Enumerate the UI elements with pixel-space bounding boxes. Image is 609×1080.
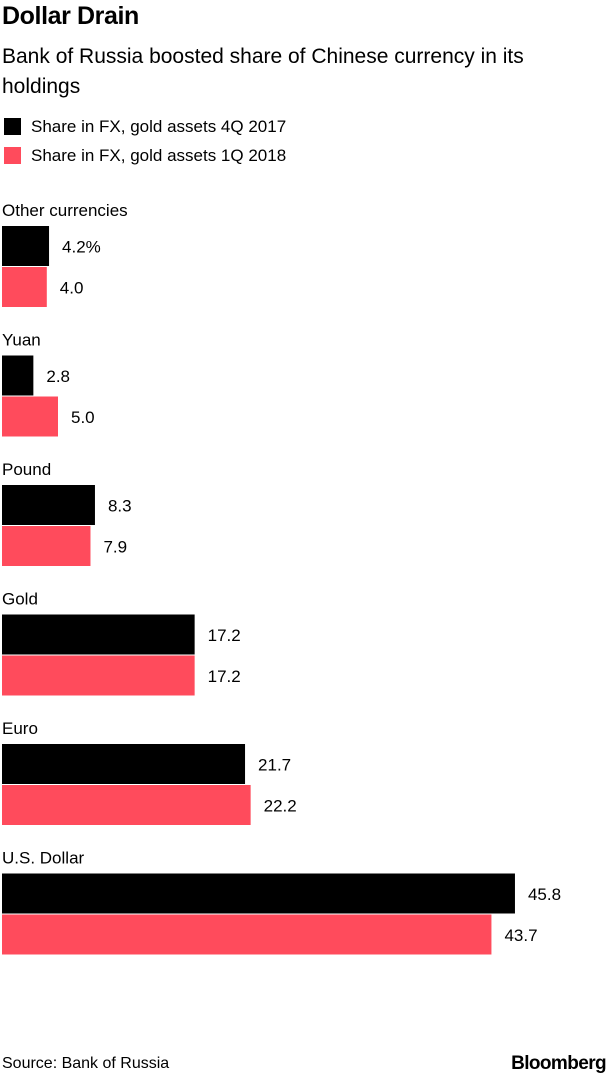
category-label-other-currencies: Other currencies [2,201,128,220]
bar-gold-1q-2018 [2,655,195,696]
category-label-euro: Euro [2,719,38,738]
chart-title: Dollar Drain [2,2,139,30]
legend: Share in FX, gold assets 4Q 2017 Share i… [4,112,286,170]
category-label-u-s-dollar: U.S. Dollar [2,849,85,868]
bar-other-currencies-1q-2018 [2,267,47,307]
chart-subtitle: Bank of Russia boosted share of Chinese … [2,45,524,98]
category-label-gold: Gold [2,590,38,609]
bar-chart: Other currencies 4.2% 4.0 Yuan 2.8 5.0 Pound 8.… [2,201,561,955]
legend-label-1q-2018: Share in FX, gold assets 1Q 2018 [31,145,287,165]
legend-item-1q-2018: Share in FX, gold assets 1Q 2018 [4,141,286,170]
bar-yuan-4q-2017 [2,355,34,396]
bar-pound-4q-2017 [2,485,95,525]
value-label-yuan-1q-2018: 5.0 [71,408,95,427]
legend-item-4q-2017: Share in FX, gold assets 4Q 2017 [4,112,286,141]
value-label-yuan-4q-2017: 2.8 [46,367,70,386]
category-label-yuan: Yuan [2,331,41,350]
bar-euro-4q-2017 [2,744,246,784]
value-label-euro-4q-2017: 21.7 [258,756,291,775]
value-label-gold-4q-2017: 17.2 [208,626,241,645]
value-label-other-currencies-4q-2017: 4.2% [62,238,101,257]
bar-euro-1q-2018 [2,785,251,825]
value-label-pound-4q-2017: 8.3 [108,497,132,516]
value-label-other-currencies-1q-2018: 4.0 [60,279,84,298]
bar-u-s-dollar-4q-2017 [2,873,515,914]
value-label-euro-1q-2018: 22.2 [264,797,297,816]
bar-u-s-dollar-1q-2018 [2,914,492,955]
value-label-u-s-dollar-1q-2018: 43.7 [504,926,537,945]
source-note: Source: Bank of Russia [2,1055,170,1072]
value-label-gold-1q-2018: 17.2 [208,667,241,686]
category-label-pound: Pound [2,460,51,479]
bar-other-currencies-4q-2017 [2,226,50,266]
legend-swatch-1q-2018 [4,147,21,164]
bar-yuan-1q-2018 [2,396,58,437]
value-label-pound-1q-2018: 7.9 [103,538,127,557]
value-label-u-s-dollar-4q-2017: 45.8 [528,885,561,904]
bar-pound-1q-2018 [2,526,91,566]
legend-label-4q-2017: Share in FX, gold assets 4Q 2017 [31,116,287,136]
bloomberg-logo: Bloomberg [511,1053,606,1074]
bar-gold-4q-2017 [2,614,195,655]
legend-swatch-4q-2017 [4,118,21,135]
